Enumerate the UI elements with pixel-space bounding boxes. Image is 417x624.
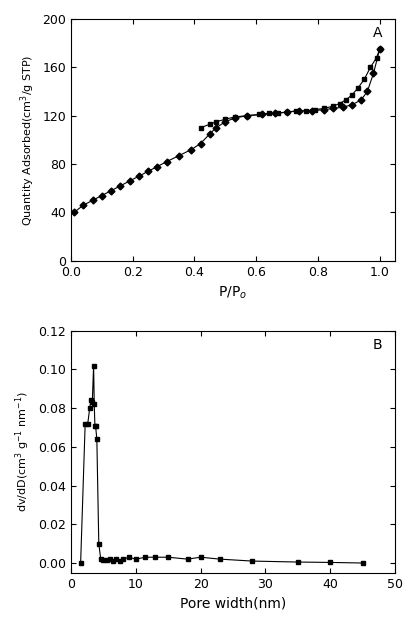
Text: B: B [372, 338, 382, 352]
X-axis label: Pore width(nm): Pore width(nm) [180, 596, 286, 610]
Y-axis label: dv/dD(cm$^3$ g$^{-1}$ nm$^{-1}$): dv/dD(cm$^3$ g$^{-1}$ nm$^{-1}$) [14, 391, 33, 512]
Y-axis label: Quantity Adsorbed(cm$^3$/g STP): Quantity Adsorbed(cm$^3$/g STP) [18, 54, 37, 226]
X-axis label: P/P$_o$: P/P$_o$ [219, 285, 248, 301]
Text: A: A [373, 26, 382, 40]
